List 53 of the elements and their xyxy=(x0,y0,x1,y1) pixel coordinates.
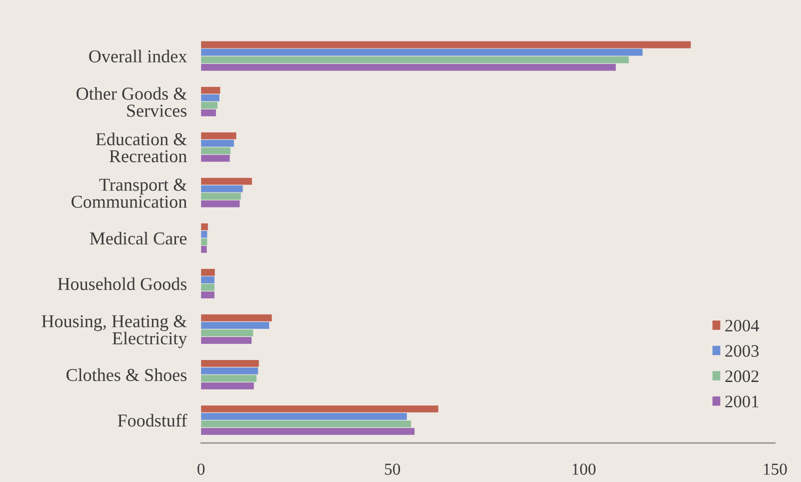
bar xyxy=(201,246,207,253)
y-tick-label: Overall index xyxy=(89,50,187,62)
x-tick-label: 0 xyxy=(198,464,205,475)
bar xyxy=(201,223,208,230)
y-tick-label: Clothes & Shoes xyxy=(66,368,187,382)
bar xyxy=(201,291,214,298)
bar xyxy=(201,420,412,428)
y-tick-label: Housing, Heating & Electricity xyxy=(42,315,188,348)
bar xyxy=(201,48,643,56)
bar xyxy=(201,200,240,208)
bar xyxy=(201,185,243,192)
bar xyxy=(201,322,270,329)
bar xyxy=(201,64,616,71)
bar xyxy=(201,56,629,64)
x-tick-label: 50 xyxy=(384,464,400,475)
bar xyxy=(201,284,214,291)
bar xyxy=(201,102,218,109)
bar xyxy=(201,336,252,344)
bar xyxy=(201,178,252,185)
bar xyxy=(201,109,216,116)
bar xyxy=(201,192,241,200)
bar xyxy=(201,238,208,246)
bar xyxy=(201,41,691,48)
bar xyxy=(201,147,231,154)
y-tick-label: Foodstuff xyxy=(118,414,188,427)
bar xyxy=(201,276,214,284)
bar xyxy=(201,86,220,94)
bar xyxy=(201,428,415,435)
bar xyxy=(201,230,208,238)
y-tick-label: Other Goods & Services xyxy=(76,87,187,117)
legend-label: 2003 xyxy=(725,345,759,357)
bar xyxy=(201,382,254,390)
bar xyxy=(201,374,257,382)
bar xyxy=(201,154,230,162)
legend-label: 2004 xyxy=(725,320,760,332)
bar xyxy=(201,367,258,374)
bar xyxy=(201,140,234,147)
bar xyxy=(201,412,407,420)
bar xyxy=(201,132,236,140)
bar xyxy=(201,268,215,276)
bar xyxy=(201,94,220,102)
y-tick-label: Transport & Communication xyxy=(72,178,187,208)
bar xyxy=(201,405,438,412)
y-tick-label: Medical Care xyxy=(90,232,187,245)
y-tick-label: Education & Recreation xyxy=(96,132,187,162)
y-tick-label: Household Goods xyxy=(58,277,187,290)
bar xyxy=(201,360,259,367)
legend-label: 2002 xyxy=(725,370,758,382)
x-tick-label: 150 xyxy=(764,464,787,475)
x-tick-label: 100 xyxy=(572,464,596,475)
bar xyxy=(201,329,254,336)
bar xyxy=(201,314,272,322)
legend-label: 2001 xyxy=(725,396,758,408)
